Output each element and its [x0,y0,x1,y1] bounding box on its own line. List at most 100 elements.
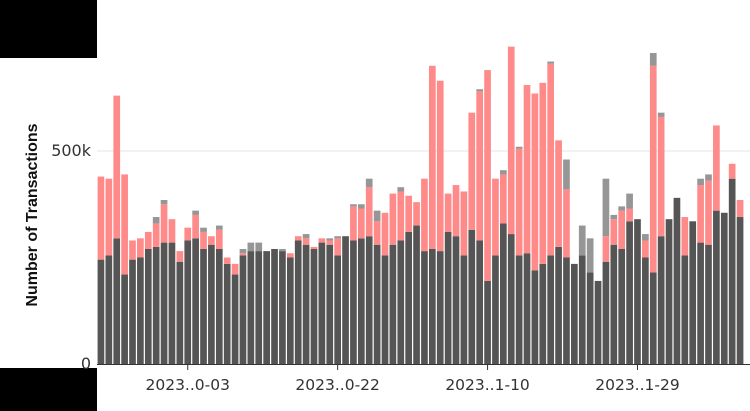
bar-segment-top [705,174,712,181]
bar-segment-bottom [720,212,728,364]
bar-segment-bottom [334,255,341,364]
bar-segment-top [200,227,207,232]
bar-segment-middle [357,208,365,239]
bar-segment-bottom [200,248,207,364]
bar-segment-bottom [231,274,239,364]
bar-segment-bottom [697,242,704,364]
bar-segment-middle [168,219,176,243]
bar-segment-top [697,178,704,186]
bar-segment-bottom [484,280,491,364]
bar-segment-bottom [657,236,665,364]
bar-segment-middle [728,163,736,179]
bar-segment-bottom [215,248,223,364]
bar-segment-middle [137,238,144,258]
bar-segment-bottom [326,244,334,364]
bar-segment-bottom [286,257,294,364]
bar-segment-bottom [97,259,105,364]
bar-segment-bottom [547,255,555,364]
bar-segment-middle [531,93,539,271]
bar-segment-top [357,204,365,209]
bar-segment-bottom [610,244,618,364]
bar-segment-top [350,204,357,207]
bar-segment-bottom [689,221,697,364]
bar-segment-middle [468,112,476,230]
bar-segment-bottom [357,238,365,364]
bar-segment-middle [484,70,491,281]
bar-segment-bottom [223,263,231,364]
bar-segment-bottom [523,253,531,364]
bar-segment-bottom [507,234,515,364]
x-tick-label: 2023..0-03 [145,376,229,394]
bar-segment-middle [365,187,373,237]
bar-segment-middle [460,191,468,256]
redaction-block-top [0,0,97,58]
bars-layer [97,46,744,364]
bar-segment-top [279,248,286,252]
redaction-block-bottom [0,368,97,411]
bar-segment-bottom [428,248,436,364]
bar-segment-bottom [563,257,570,364]
bar-segment-middle [500,174,507,224]
bar-segment-bottom [294,240,302,364]
bar-segment-middle [326,240,334,245]
bar-segment-top [255,242,263,252]
bar-segment-bottom [634,219,641,364]
bar-segment-top [642,234,649,241]
bar-segment-bottom [405,231,413,364]
bar-segment-middle [318,238,326,243]
bar-segment-bottom [105,255,113,364]
bar-segment-bottom [168,242,176,364]
bar-segment-middle [736,199,744,218]
bar-segment-bottom [571,263,578,364]
bar-segment-top [586,238,594,273]
bar-segment-middle [642,240,649,258]
bar-segment-bottom [728,178,736,364]
bar-segment-middle [286,253,294,258]
bar-segment-middle [334,238,341,256]
bar-segment-middle [239,253,247,256]
bar-segment-middle [208,236,215,245]
bar-segment-bottom [500,223,507,364]
bar-segment-middle [436,80,444,252]
bar-segment-bottom [460,255,468,364]
bar-segment-middle [602,236,610,262]
bar-segment-middle [350,206,357,241]
y-tick-labels: 0 500k [51,141,92,373]
bar-segment-middle [523,84,531,254]
bar-segment-bottom [255,251,263,364]
bar-segment-middle [294,236,302,241]
bar-segment-middle [444,193,452,232]
bar-segment-bottom [176,261,184,364]
bar-segment-bottom [602,261,610,364]
bar-segment-middle [476,91,484,241]
bar-segment-top [578,225,586,256]
bar-segment-middle [507,46,515,235]
bar-segment-middle [705,180,712,245]
y-axis-title: Number of Transactions [24,123,41,306]
x-tick-label: 2023..0-22 [295,376,379,394]
bar-segment-middle [223,257,231,264]
bar-segment-bottom [397,240,405,364]
bar-segment-bottom [468,229,476,364]
bar-segment-top [192,210,199,215]
bar-segment-bottom [365,236,373,364]
bar-segment-bottom [705,244,712,364]
bar-segment-bottom [649,272,657,364]
bar-segment-middle [310,246,318,249]
bar-segment-bottom [239,255,247,364]
bar-segment-middle [105,178,113,256]
bar-segment-middle [200,231,207,249]
bar-segment-bottom [578,255,586,364]
bar-segment-bottom [413,225,420,364]
bar-segment-middle [626,208,633,222]
bar-segment-middle [381,212,389,256]
bar-segment-bottom [373,244,381,364]
bar-segment-middle [681,217,689,256]
bar-segment-bottom [515,255,523,364]
bar-segment-middle [649,65,657,273]
bar-segment-middle [547,63,555,256]
bar-segment-bottom [247,251,255,364]
bar-segment-bottom [192,238,199,364]
bar-segment-middle [397,191,405,241]
bar-segment-middle [144,231,152,249]
